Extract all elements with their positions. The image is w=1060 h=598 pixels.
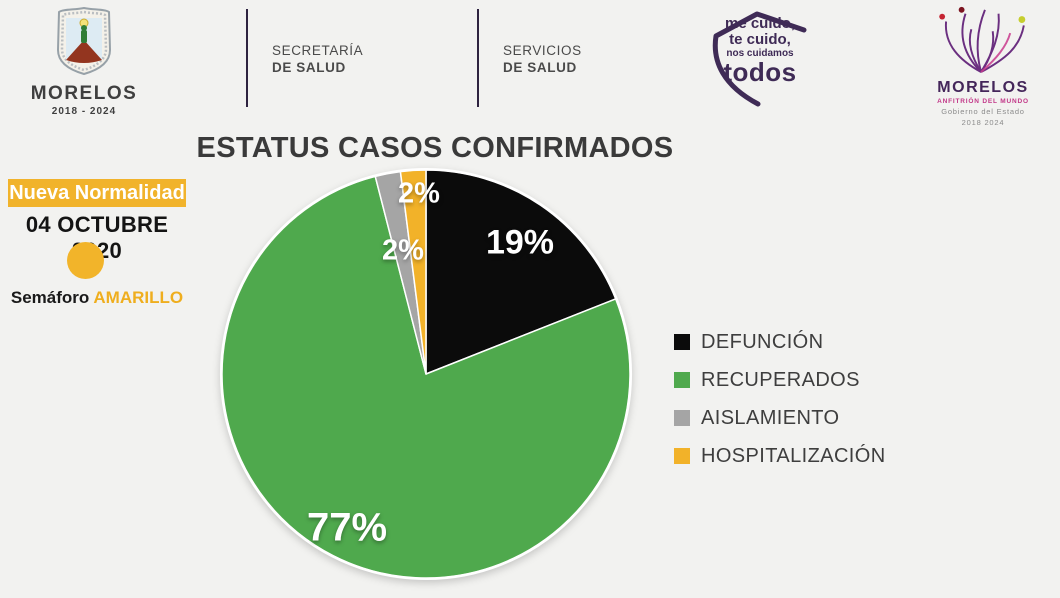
pie-label-defunción: 19%: [485, 223, 555, 262]
semaforo-label: Semáforo: [10, 288, 90, 307]
care-shield-badge: me cuido, te cuido, nos cuidamos todos: [700, 6, 812, 108]
secretaria-salud-logo: SECRETARÍA DE SALUD: [272, 43, 363, 75]
legend-swatch-aislamiento: [674, 410, 690, 426]
pie-outer-ring: [219, 167, 633, 581]
legend-swatch-defuncion: [674, 334, 690, 350]
shield-outline-icon: [712, 11, 807, 107]
morelos-coat-of-arms-icon: [56, 6, 112, 76]
header-divider: [477, 9, 479, 107]
header-divider: [246, 9, 248, 107]
pie-chart: 19% 77% 2% 2%: [216, 164, 636, 584]
servicios-salud-logo: SERVICIOS DE SALUD: [503, 43, 582, 75]
pie-label-aislamiento: 2%: [382, 234, 424, 267]
pie-chart-svg: [219, 167, 633, 581]
care-badge-line2: te cuido,: [729, 30, 791, 48]
nueva-normalidad-banner: Nueva Normalidad: [8, 179, 186, 207]
secretaria-line2: DE SALUD: [272, 60, 346, 75]
care-badge-line1: me cuido,: [724, 15, 795, 32]
brand-gov-line2: 2018 2024: [961, 118, 1005, 127]
secretaria-line1: SECRETARÍA: [272, 43, 364, 58]
legend-swatch-recuperados: [674, 372, 690, 388]
state-seal-block: MORELOS 2018 - 2024: [24, 6, 144, 117]
legend-label-hospitalizacion: HOSPITALIZACIÓN: [701, 444, 886, 467]
semaforo-value: AMARILLO: [93, 288, 184, 307]
legend-swatch-hospitalizacion: [674, 448, 690, 464]
brand-title: MORELOS: [937, 79, 1029, 96]
chart-title: ESTATUS CASOS CONFIRMADOS: [196, 132, 674, 164]
legend-item-defuncion: DEFUNCIÓN: [674, 330, 886, 353]
legend-item-hospitalizacion: HOSPITALIZACIÓN: [674, 444, 886, 467]
chart-legend: DEFUNCIÓN RECUPERADOS AISLAMIENTO HOSPIT…: [674, 330, 886, 485]
care-badge-line3: nos cuidamos: [726, 47, 794, 59]
semaforo-row: Semáforo AMARILLO: [0, 288, 194, 308]
pie-label-hospitalización: 2%: [398, 177, 440, 210]
state-seal-title: MORELOS: [30, 83, 138, 104]
brand-gov-line1: Gobierno del Estado: [941, 107, 1025, 116]
servicios-line2: DE SALUD: [503, 60, 577, 75]
care-badge-line4: todos: [723, 57, 797, 87]
brand-subtitle: ANFITRIÓN DEL MUNDO: [937, 98, 1029, 105]
semaforo-indicator-circle: [67, 242, 104, 279]
legend-label-recuperados: RECUPERADOS: [701, 368, 860, 391]
pie-label-recuperados: 77%: [306, 505, 388, 550]
agave-flower-icon: [939, 6, 1026, 73]
legend-label-defuncion: DEFUNCIÓN: [701, 330, 824, 353]
servicios-line1: SERVICIOS: [503, 43, 582, 58]
legend-item-aislamiento: AISLAMIENTO: [674, 406, 886, 429]
legend-item-recuperados: RECUPERADOS: [674, 368, 886, 391]
legend-label-aislamiento: AISLAMIENTO: [701, 406, 840, 429]
morelos-brand-block: MORELOS ANFITRIÓN DEL MUNDO Gobierno del…: [918, 4, 1048, 127]
state-seal-years: 2018 - 2024: [51, 106, 117, 117]
care-badge-text: me cuido, te cuido, nos cuidamos todos: [714, 16, 806, 86]
